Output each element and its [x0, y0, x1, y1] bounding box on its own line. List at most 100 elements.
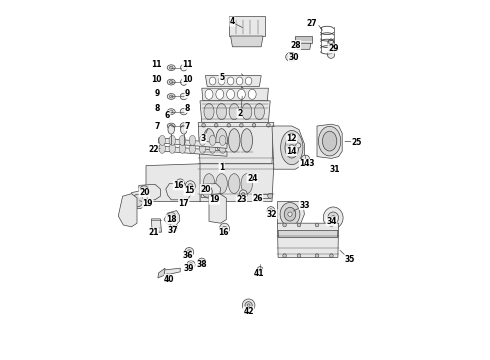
Ellipse shape [170, 125, 173, 127]
Ellipse shape [238, 89, 245, 99]
Text: 25: 25 [351, 138, 362, 147]
Ellipse shape [203, 129, 215, 152]
Text: 1: 1 [219, 163, 224, 172]
Ellipse shape [281, 131, 303, 165]
Ellipse shape [245, 302, 252, 309]
Ellipse shape [139, 186, 149, 197]
Ellipse shape [240, 123, 243, 127]
Ellipse shape [288, 55, 294, 59]
Ellipse shape [209, 135, 216, 145]
Polygon shape [209, 194, 226, 223]
Text: 38: 38 [196, 260, 207, 269]
Text: 12: 12 [287, 134, 297, 143]
Text: 10: 10 [182, 75, 193, 84]
Text: 19: 19 [143, 199, 153, 208]
Ellipse shape [289, 145, 294, 150]
Ellipse shape [222, 226, 227, 231]
Ellipse shape [330, 254, 333, 257]
Ellipse shape [179, 143, 186, 153]
Text: 22: 22 [148, 145, 158, 154]
Text: 11: 11 [151, 60, 162, 69]
Ellipse shape [315, 254, 319, 257]
Ellipse shape [170, 223, 178, 232]
Ellipse shape [215, 123, 218, 127]
Polygon shape [198, 164, 274, 202]
Ellipse shape [200, 260, 204, 264]
Text: 14: 14 [287, 147, 297, 156]
Ellipse shape [252, 123, 256, 127]
Ellipse shape [253, 193, 258, 198]
Ellipse shape [227, 123, 231, 127]
Ellipse shape [168, 125, 174, 134]
Polygon shape [159, 138, 227, 148]
Ellipse shape [170, 110, 173, 113]
Ellipse shape [216, 174, 227, 194]
Ellipse shape [180, 123, 187, 129]
Ellipse shape [318, 126, 341, 156]
Ellipse shape [169, 143, 175, 153]
Ellipse shape [142, 189, 147, 194]
Polygon shape [229, 16, 265, 36]
Ellipse shape [198, 258, 206, 266]
Ellipse shape [178, 181, 182, 185]
Polygon shape [205, 76, 261, 86]
Ellipse shape [323, 207, 343, 229]
Ellipse shape [242, 193, 245, 196]
Polygon shape [198, 122, 274, 164]
Ellipse shape [199, 135, 206, 145]
Ellipse shape [176, 179, 184, 187]
Text: 23: 23 [236, 195, 246, 204]
Text: 8: 8 [185, 104, 190, 113]
Text: 24: 24 [247, 174, 257, 183]
Text: 28: 28 [290, 41, 301, 50]
Polygon shape [158, 268, 165, 278]
Ellipse shape [239, 190, 247, 199]
Ellipse shape [180, 64, 187, 71]
Ellipse shape [204, 104, 214, 120]
Polygon shape [328, 41, 334, 54]
Text: 13: 13 [305, 159, 315, 168]
Ellipse shape [217, 104, 227, 120]
Text: 10: 10 [151, 75, 162, 84]
Ellipse shape [167, 212, 176, 223]
Polygon shape [277, 202, 304, 227]
Text: 11: 11 [182, 60, 193, 69]
Ellipse shape [289, 133, 294, 139]
Ellipse shape [165, 274, 171, 279]
Ellipse shape [202, 186, 212, 197]
Ellipse shape [280, 202, 300, 226]
Ellipse shape [167, 94, 175, 99]
Ellipse shape [241, 129, 252, 152]
Polygon shape [278, 230, 338, 238]
Ellipse shape [301, 155, 310, 162]
Text: 34: 34 [326, 217, 337, 226]
Polygon shape [128, 191, 148, 209]
Ellipse shape [322, 131, 337, 151]
Ellipse shape [248, 89, 256, 99]
Ellipse shape [296, 143, 301, 148]
Ellipse shape [216, 129, 227, 152]
Ellipse shape [205, 89, 213, 99]
Ellipse shape [227, 77, 234, 85]
Polygon shape [139, 184, 160, 200]
Ellipse shape [167, 123, 175, 129]
Ellipse shape [180, 93, 187, 100]
Polygon shape [295, 36, 312, 43]
Ellipse shape [220, 135, 226, 145]
Ellipse shape [187, 261, 195, 269]
Ellipse shape [167, 79, 175, 85]
Ellipse shape [228, 174, 240, 194]
Text: 40: 40 [164, 275, 174, 284]
Ellipse shape [228, 129, 240, 152]
Ellipse shape [205, 189, 210, 194]
Ellipse shape [169, 135, 175, 145]
Ellipse shape [267, 207, 275, 215]
Ellipse shape [172, 226, 175, 229]
Text: 37: 37 [168, 226, 178, 235]
Ellipse shape [283, 223, 286, 227]
Ellipse shape [167, 109, 175, 114]
Text: 4: 4 [230, 17, 235, 26]
Ellipse shape [330, 223, 333, 227]
Ellipse shape [250, 174, 256, 180]
Ellipse shape [268, 193, 273, 198]
